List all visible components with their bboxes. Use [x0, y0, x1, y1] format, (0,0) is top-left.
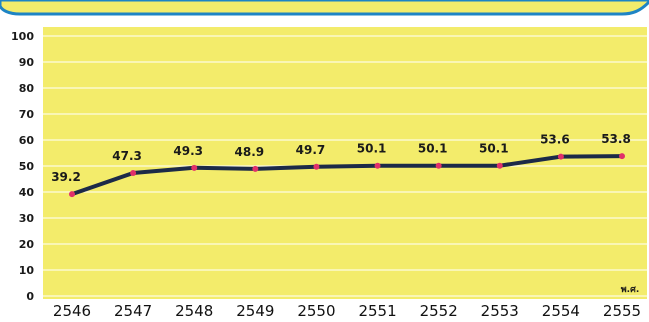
x-tick-label: 2550: [297, 302, 335, 320]
data-point: [557, 153, 564, 160]
data-point: [130, 170, 137, 177]
y-tick-label: 70: [19, 108, 35, 121]
data-point: [252, 165, 259, 172]
data-point: [313, 163, 320, 170]
y-tick-label: 20: [19, 238, 35, 251]
plot-area: [43, 27, 647, 299]
data-markers: [69, 153, 625, 198]
x-tick-label: 2551: [358, 302, 396, 320]
data-label: 47.3: [112, 149, 142, 163]
data-point: [374, 162, 381, 169]
x-tick-label: 2546: [53, 302, 91, 320]
x-axis-ticks: 2546 2547 2548 2549 2550 2551 2552 2553 2554 2555: [53, 302, 641, 320]
x-tick-label: 2553: [481, 302, 519, 320]
data-label: 50.1: [357, 142, 387, 156]
gridlines: [43, 35, 647, 297]
data-point: [435, 162, 442, 169]
data-label: 50.1: [479, 142, 509, 156]
x-tick-label: 2547: [114, 302, 152, 320]
y-tick-label: 80: [19, 82, 35, 95]
data-label: 39.2: [51, 170, 81, 184]
header-banner: [0, 0, 649, 16]
x-tick-label: 2554: [542, 302, 580, 320]
data-point: [619, 153, 625, 160]
data-label: 50.1: [418, 142, 448, 156]
x-tick-label: 2555: [603, 302, 641, 320]
y-tick-label: 100: [11, 30, 34, 43]
x-tick-label: 2548: [175, 302, 213, 320]
data-labels: 39.2 47.3 49.3 48.9 49.7 50.1 50.1 50.1 53.6 53.8: [51, 132, 631, 184]
y-tick-label: 30: [19, 212, 35, 225]
x-tick-label: 2549: [236, 302, 274, 320]
data-point: [496, 162, 503, 169]
y-tick-label: 50: [19, 160, 35, 173]
data-label: 49.7: [296, 143, 326, 157]
x-axis-unit-label: พ.ศ.: [621, 285, 639, 295]
y-tick-label: 10: [19, 264, 35, 277]
series-line: [70, 154, 624, 197]
x-tick-label: 2552: [420, 302, 458, 320]
data-point: [69, 191, 75, 198]
y-tick-label: 60: [19, 134, 35, 147]
data-point: [191, 164, 198, 171]
y-tick-label: 0: [26, 290, 34, 303]
data-label: 49.3: [173, 144, 203, 158]
data-label: 53.8: [601, 132, 631, 146]
y-tick-label: 90: [19, 56, 35, 69]
y-tick-label: 40: [19, 186, 35, 199]
data-label: 48.9: [235, 145, 265, 159]
data-label: 53.6: [540, 133, 570, 147]
y-axis-ticks: 0 10 20 30 40 50 60 70 80 90 100: [11, 30, 34, 303]
